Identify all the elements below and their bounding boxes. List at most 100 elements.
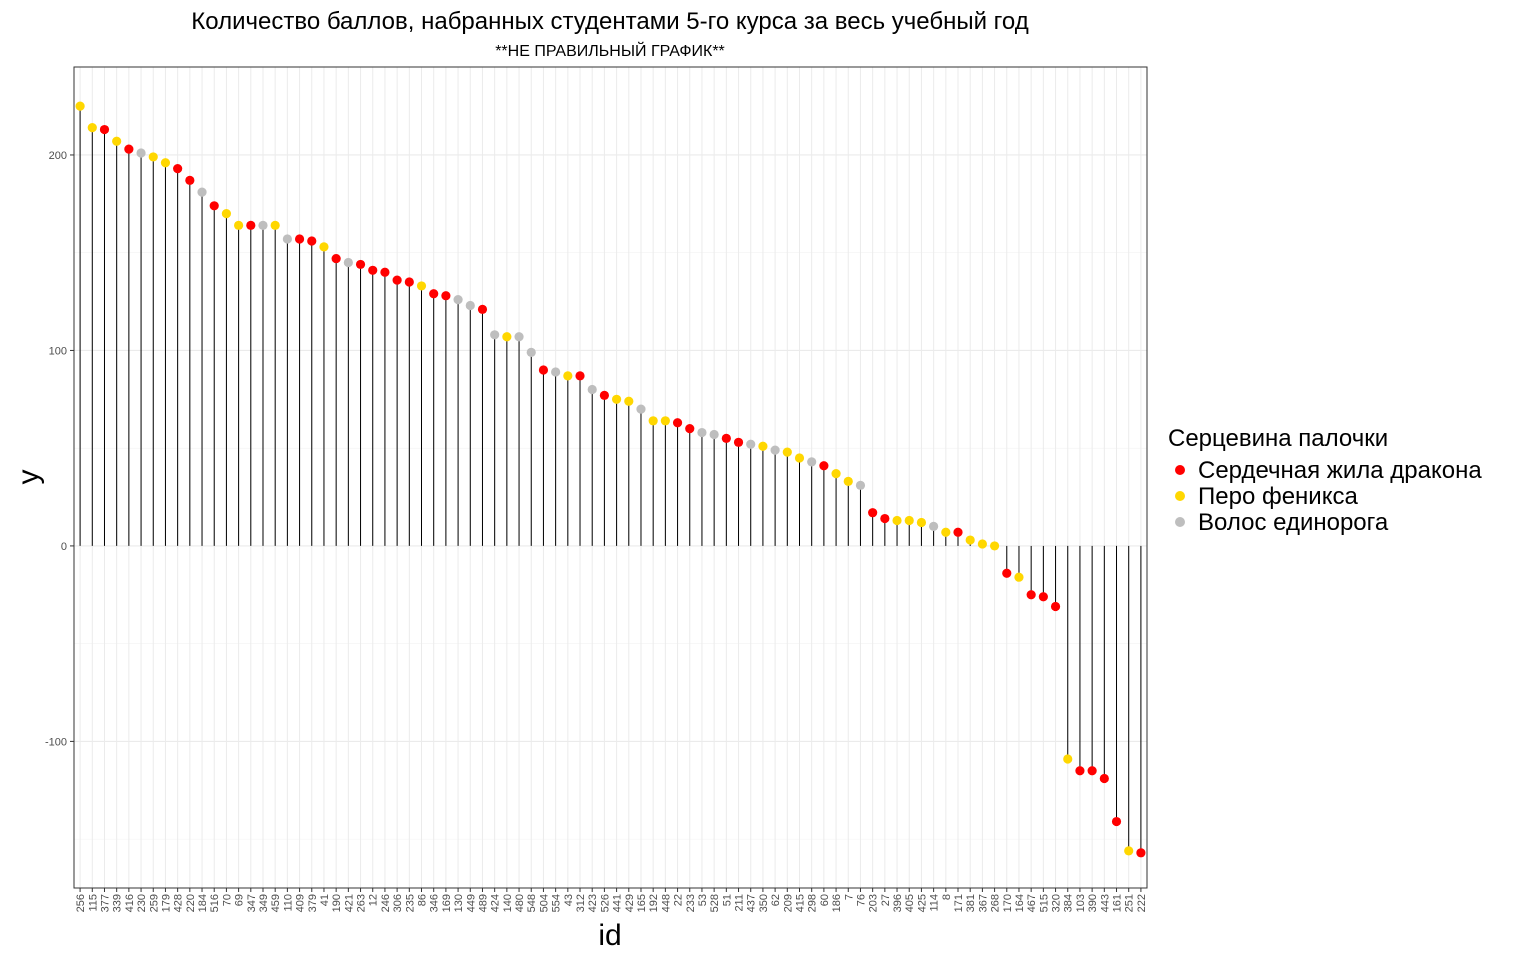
x-tick-label: 384 [1063,894,1075,912]
y-tick-label: 200 [49,150,67,162]
x-tick-label: 169 [441,894,453,912]
data-point [709,429,719,440]
x-tick-label: 381 [965,894,977,912]
x-tick-label: 192 [648,894,660,912]
data-point [294,234,305,244]
data-point [965,535,975,545]
x-tick-label: 140 [502,894,514,912]
data-point [124,144,134,154]
data-point [173,164,183,174]
x-tick-label: 428 [173,894,185,912]
data-point [404,277,414,287]
x-tick-label: 396 [892,894,904,912]
data-point [112,136,122,146]
data-point [1075,766,1085,776]
x-tick-label: 86 [417,894,429,906]
x-tick-label: 515 [1038,894,1050,912]
data-point [87,122,97,133]
legend: Серцевина палочки Сердечная жила дракона… [1168,425,1482,536]
x-tick-label: 184 [197,894,209,912]
data-point [1087,766,1097,776]
data-point [587,384,597,395]
data-point [209,201,219,211]
data-point [331,253,341,264]
data-point [307,236,317,246]
legend-label: Волос единорога [1198,509,1389,536]
x-tick-label: 350 [758,894,770,912]
x-tick-label: 423 [587,894,599,912]
data-point [660,416,670,426]
x-tick-label: 390 [1087,894,1099,912]
data-point [831,468,841,479]
legend-key [1175,517,1185,527]
x-tick-label: 251 [1124,894,1136,912]
data-point [770,445,780,455]
x-tick-label: 467 [1026,894,1038,912]
x-tick-label: 346 [429,894,441,912]
data-point [929,521,939,531]
data-point [672,418,683,428]
data-point [551,367,561,377]
data-point [697,427,707,438]
x-tick-label: 171 [953,894,965,912]
x-tick-label: 209 [782,894,794,912]
x-tick-label: 416 [124,894,136,912]
data-point [246,220,256,230]
x-tick-label: 268 [990,894,1002,912]
x-tick-label: 69 [234,894,246,906]
data-point [1002,568,1012,578]
data-point [575,371,585,381]
x-tick-label: 306 [392,894,404,912]
x-tick-label: 130 [453,894,465,912]
data-point [355,259,366,270]
data-point [636,404,646,414]
data-point [75,101,85,111]
data-point [794,453,805,463]
data-point [234,220,244,230]
x-tick-label: 349 [258,894,270,912]
data-point [648,416,658,426]
x-tick-label: 220 [185,894,197,912]
data-point [380,267,390,277]
data-point [526,347,536,357]
x-tick-label: 186 [831,894,843,912]
data-point [282,234,292,244]
x-tick-label: 415 [794,894,806,912]
data-point [258,220,268,230]
lollipop-stems [79,106,1142,853]
x-tick-label: 379 [307,894,319,912]
data-point [1136,848,1146,858]
data-point [977,539,987,549]
x-tick-label: 489 [477,894,489,912]
x-axis-title: id [598,919,621,952]
legend-key [1175,465,1185,475]
data-point [989,541,1000,551]
x-tick-label: 448 [660,894,672,912]
data-point [1014,572,1024,582]
data-point [1026,590,1036,600]
x-tick-label: 165 [636,894,648,912]
x-tick-label: 339 [112,894,124,912]
x-tick-label: 27 [880,894,892,906]
x-tick-label: 256 [75,894,87,912]
x-tick-label: 554 [551,894,563,912]
data-point [197,187,207,197]
x-tick-label: 110 [282,894,294,912]
x-tick-label: 60 [819,894,831,906]
x-tick-label: 103 [1075,894,1087,912]
data-point [185,175,195,185]
x-tick-label: 70 [221,894,233,906]
data-point [599,390,610,400]
x-tick-label: 347 [246,894,258,912]
data-point [319,242,329,252]
x-tick-label: 222 [1136,894,1148,912]
x-tick-label: 41 [319,894,331,906]
x-tick-label: 405 [904,894,916,912]
x-tick-label: 443 [1099,894,1111,912]
x-tick-label: 459 [270,894,282,912]
data-point [1038,592,1048,602]
x-tick-label: 8 [941,894,953,900]
y-axis-title: y [12,470,45,485]
